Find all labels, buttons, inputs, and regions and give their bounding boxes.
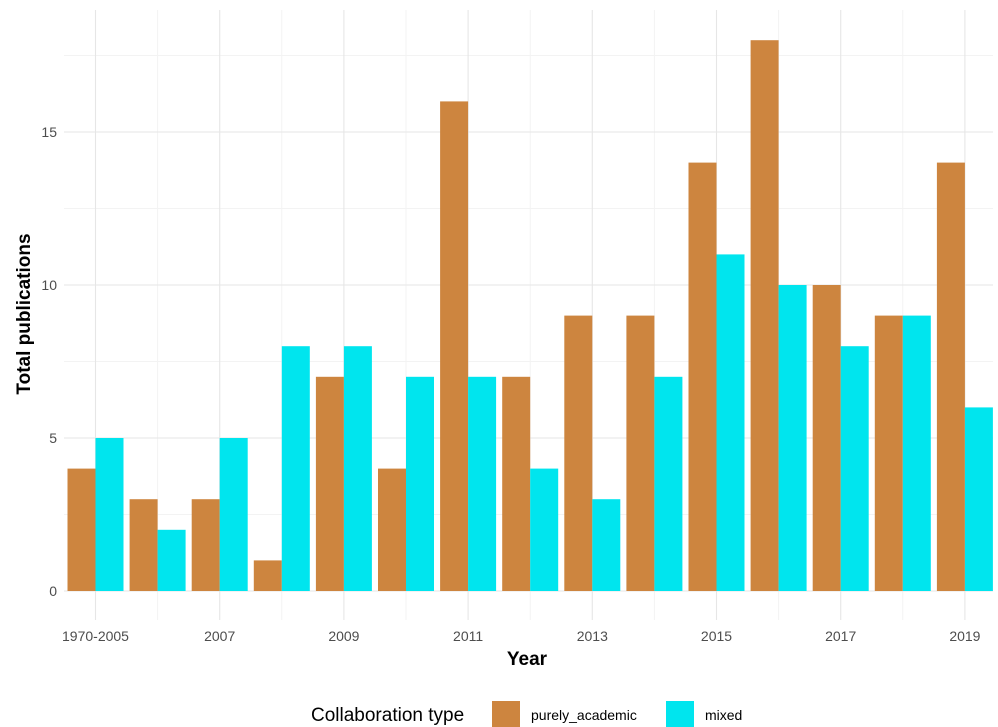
bars [67, 40, 993, 592]
bar-purely_academic-2015 [688, 162, 717, 591]
bar-mixed-2010 [406, 376, 434, 591]
bar-purely_academic-2007 [191, 499, 220, 591]
y-tick-label: 5 [49, 430, 57, 446]
bar-purely_academic-1970-2005 [67, 468, 96, 591]
bar-mixed-2011 [468, 376, 497, 591]
bar-mixed-2017 [840, 346, 869, 591]
x-tick-label: 2007 [204, 628, 235, 644]
x-tick-label: 2019 [949, 628, 980, 644]
bar-purely_academic-2008 [253, 560, 282, 591]
bar-mixed-2019 [964, 407, 993, 591]
y-axis-ticks: 0 5 10 15 [41, 124, 57, 599]
x-tick-label: 2009 [328, 628, 359, 644]
bar-mixed-2013 [592, 499, 621, 591]
bar-purely_academic-2014 [626, 315, 655, 591]
y-tick-label: 15 [41, 124, 57, 140]
legend-label-mixed: mixed [705, 707, 742, 723]
y-axis-title: Total publications [14, 233, 35, 394]
bar-purely_academic-2006 [129, 499, 158, 591]
bar-purely_academic-2016 [750, 40, 779, 591]
bar-mixed-2012 [530, 468, 559, 591]
x-tick-label: 2015 [701, 628, 732, 644]
legend: Collaboration type purely_academic mixed [311, 701, 742, 727]
bar-mixed-2018 [902, 315, 931, 591]
bar-mixed-2006 [157, 529, 186, 591]
bar-purely_academic-2009 [315, 376, 344, 591]
bar-mixed-2016 [778, 285, 807, 591]
y-tick-label: 10 [41, 277, 57, 293]
bar-purely_academic-2018 [874, 315, 903, 591]
bar-mixed-2015 [716, 254, 745, 591]
legend-label-purely_academic: purely_academic [531, 707, 637, 723]
bar-mixed-1970-2005 [95, 438, 124, 591]
x-axis-title: Year [507, 649, 548, 670]
bar-mixed-2009 [343, 346, 372, 591]
bar-mixed-2007 [219, 438, 248, 591]
bar-mixed-2014 [654, 376, 683, 591]
bar-purely_academic-2010 [378, 468, 406, 591]
x-axis-ticks: 1970-2005 2007 2009 2011 2013 2015 2017 2019 [62, 628, 981, 644]
bar-mixed-2008 [281, 346, 310, 591]
bar-purely_academic-2012 [502, 376, 531, 591]
x-tick-label: 2017 [825, 628, 856, 644]
x-tick-label: 2011 [453, 628, 483, 644]
bar-purely_academic-2013 [564, 315, 593, 591]
x-tick-label: 1970-2005 [62, 628, 129, 644]
bar-purely_academic-2017 [812, 285, 841, 591]
bar-purely_academic-2011 [440, 101, 469, 592]
y-tick-label: 0 [49, 583, 57, 599]
x-tick-label: 2013 [577, 628, 608, 644]
legend-key-mixed [666, 701, 694, 727]
legend-key-purely_academic [492, 701, 520, 727]
bar-purely_academic-2019 [936, 162, 965, 591]
legend-title: Collaboration type [311, 705, 464, 726]
